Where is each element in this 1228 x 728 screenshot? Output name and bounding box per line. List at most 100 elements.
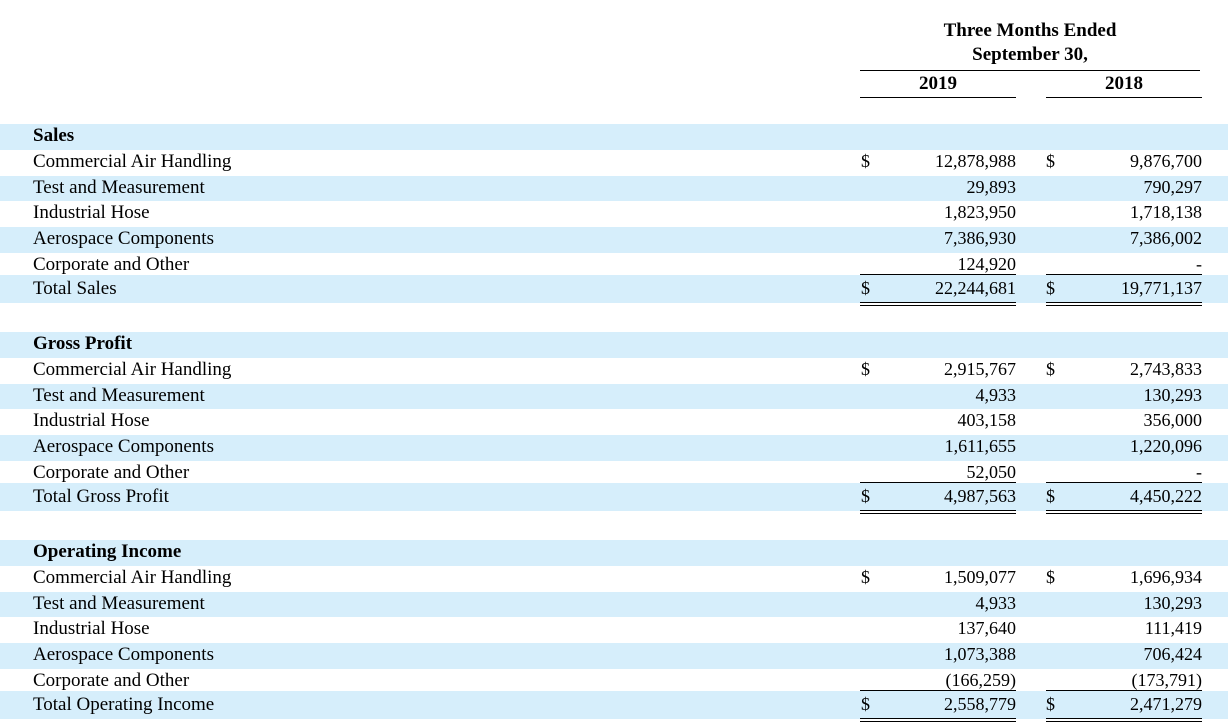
value-2019: 403,158 <box>957 410 1017 431</box>
total-value-2018: 4,450,222 <box>1130 485 1202 506</box>
row-band <box>0 383 1228 410</box>
column-header-2018: 2018 <box>1105 73 1143 94</box>
row-label: Commercial Air Handling <box>33 358 232 380</box>
total-double-rule-2019 <box>860 301 1016 306</box>
total-double-rule-2018 <box>1046 509 1202 514</box>
header-underline-2018 <box>1046 97 1202 98</box>
row-label: Test and Measurement <box>33 384 205 406</box>
total-value-2019: 22,244,681 <box>935 277 1016 298</box>
row-label: Aerospace Components <box>33 644 214 666</box>
value-2018: - <box>1196 462 1202 482</box>
row-band <box>0 540 1228 566</box>
row-label: Commercial Air Handling <box>33 566 232 588</box>
total-row-band <box>0 482 1228 511</box>
total-row-band <box>0 690 1228 719</box>
row-band <box>0 227 1228 253</box>
value-2019: 2,915,767 <box>944 358 1016 379</box>
section-title: Gross Profit <box>33 333 133 354</box>
total-label: Total Sales <box>33 277 117 299</box>
row-band <box>0 643 1228 669</box>
row-label: Industrial Hose <box>33 410 150 432</box>
currency-symbol: $ <box>1046 485 1055 506</box>
value-2019: 124,920 <box>957 254 1017 274</box>
value-2018: 130,293 <box>1143 384 1203 405</box>
row-label: Corporate and Other <box>33 670 190 691</box>
total-label: Total Gross Profit <box>33 485 169 507</box>
period-heading-line1: Three Months Ended <box>943 20 1117 41</box>
value-2019: 7,386,930 <box>944 228 1016 249</box>
row-band <box>0 124 1228 150</box>
subtotal-rule-2019 <box>860 273 1016 275</box>
row-label: Corporate and Other <box>33 254 190 275</box>
total-double-rule-2019 <box>860 717 1016 722</box>
currency-symbol: $ <box>1046 358 1055 379</box>
value-2018: 130,293 <box>1143 592 1203 613</box>
value-2019: 137,640 <box>957 618 1017 639</box>
value-2018: 1,718,138 <box>1130 202 1202 223</box>
value-2018: 1,220,096 <box>1130 436 1202 457</box>
subtotal-rule-2019 <box>860 481 1016 483</box>
total-value-2019: 2,558,779 <box>944 693 1016 714</box>
value-2019: 1,073,388 <box>944 644 1016 665</box>
value-2018: 1,696,934 <box>1130 566 1202 587</box>
row-label: Corporate and Other <box>33 462 190 483</box>
value-2019: 52,050 <box>966 462 1017 482</box>
value-2018: 706,424 <box>1143 644 1203 665</box>
row-label: Industrial Hose <box>33 202 150 224</box>
value-2019: 1,611,655 <box>944 436 1016 457</box>
row-band <box>0 175 1228 202</box>
section-title: Operating Income <box>33 541 182 562</box>
total-value-2018: 2,471,279 <box>1130 693 1202 714</box>
currency-symbol: $ <box>861 277 870 298</box>
subtotal-rule-2018 <box>1046 481 1202 483</box>
value-2019: 12,878,988 <box>935 150 1016 171</box>
currency-symbol: $ <box>1046 150 1055 171</box>
value-2018: 356,000 <box>1143 410 1203 431</box>
value-2019: 1,823,950 <box>944 202 1016 223</box>
total-double-rule-2018 <box>1046 717 1202 722</box>
currency-symbol: $ <box>861 566 870 587</box>
value-2019: 4,933 <box>975 384 1017 405</box>
total-double-rule-2019 <box>860 509 1016 514</box>
total-value-2019: 4,987,563 <box>944 485 1016 506</box>
total-label: Total Operating Income <box>33 693 215 715</box>
column-header-2019: 2019 <box>919 73 957 94</box>
value-2019: (166,259) <box>945 670 1017 690</box>
value-2018: - <box>1196 254 1202 274</box>
total-double-rule-2018 <box>1046 301 1202 306</box>
value-2018: 111,419 <box>1144 618 1202 639</box>
currency-symbol: $ <box>861 150 870 171</box>
header-underline-2019 <box>860 97 1016 98</box>
row-label: Test and Measurement <box>33 176 205 198</box>
value-2019: 4,933 <box>975 592 1017 613</box>
subtotal-rule-2019 <box>860 689 1016 691</box>
currency-symbol: $ <box>1046 566 1055 587</box>
value-2018: (173,791) <box>1131 670 1203 690</box>
row-label: Aerospace Components <box>33 436 214 458</box>
currency-symbol: $ <box>861 693 870 714</box>
subtotal-rule-2018 <box>1046 689 1202 691</box>
value-2018: 7,386,002 <box>1130 228 1202 249</box>
currency-symbol: $ <box>861 485 870 506</box>
value-2018: 9,876,700 <box>1130 150 1202 171</box>
value-2018: 2,743,833 <box>1130 358 1202 379</box>
value-2019: 29,893 <box>966 176 1017 197</box>
subtotal-rule-2018 <box>1046 273 1202 275</box>
row-band <box>0 591 1228 618</box>
row-label: Commercial Air Handling <box>33 150 232 172</box>
row-label: Test and Measurement <box>33 592 205 614</box>
value-2018: 790,297 <box>1143 176 1203 197</box>
total-row-band <box>0 274 1228 303</box>
value-2019: 1,509,077 <box>944 566 1016 587</box>
currency-symbol: $ <box>1046 277 1055 298</box>
row-label: Aerospace Components <box>33 228 214 250</box>
row-band <box>0 435 1228 461</box>
row-band <box>0 332 1228 358</box>
header-divider <box>860 70 1200 71</box>
period-heading-line2: September 30, <box>972 44 1088 65</box>
currency-symbol: $ <box>1046 693 1055 714</box>
total-value-2018: 19,771,137 <box>1121 277 1202 298</box>
row-label: Industrial Hose <box>33 618 150 640</box>
section-title: Sales <box>33 125 75 146</box>
currency-symbol: $ <box>861 358 870 379</box>
